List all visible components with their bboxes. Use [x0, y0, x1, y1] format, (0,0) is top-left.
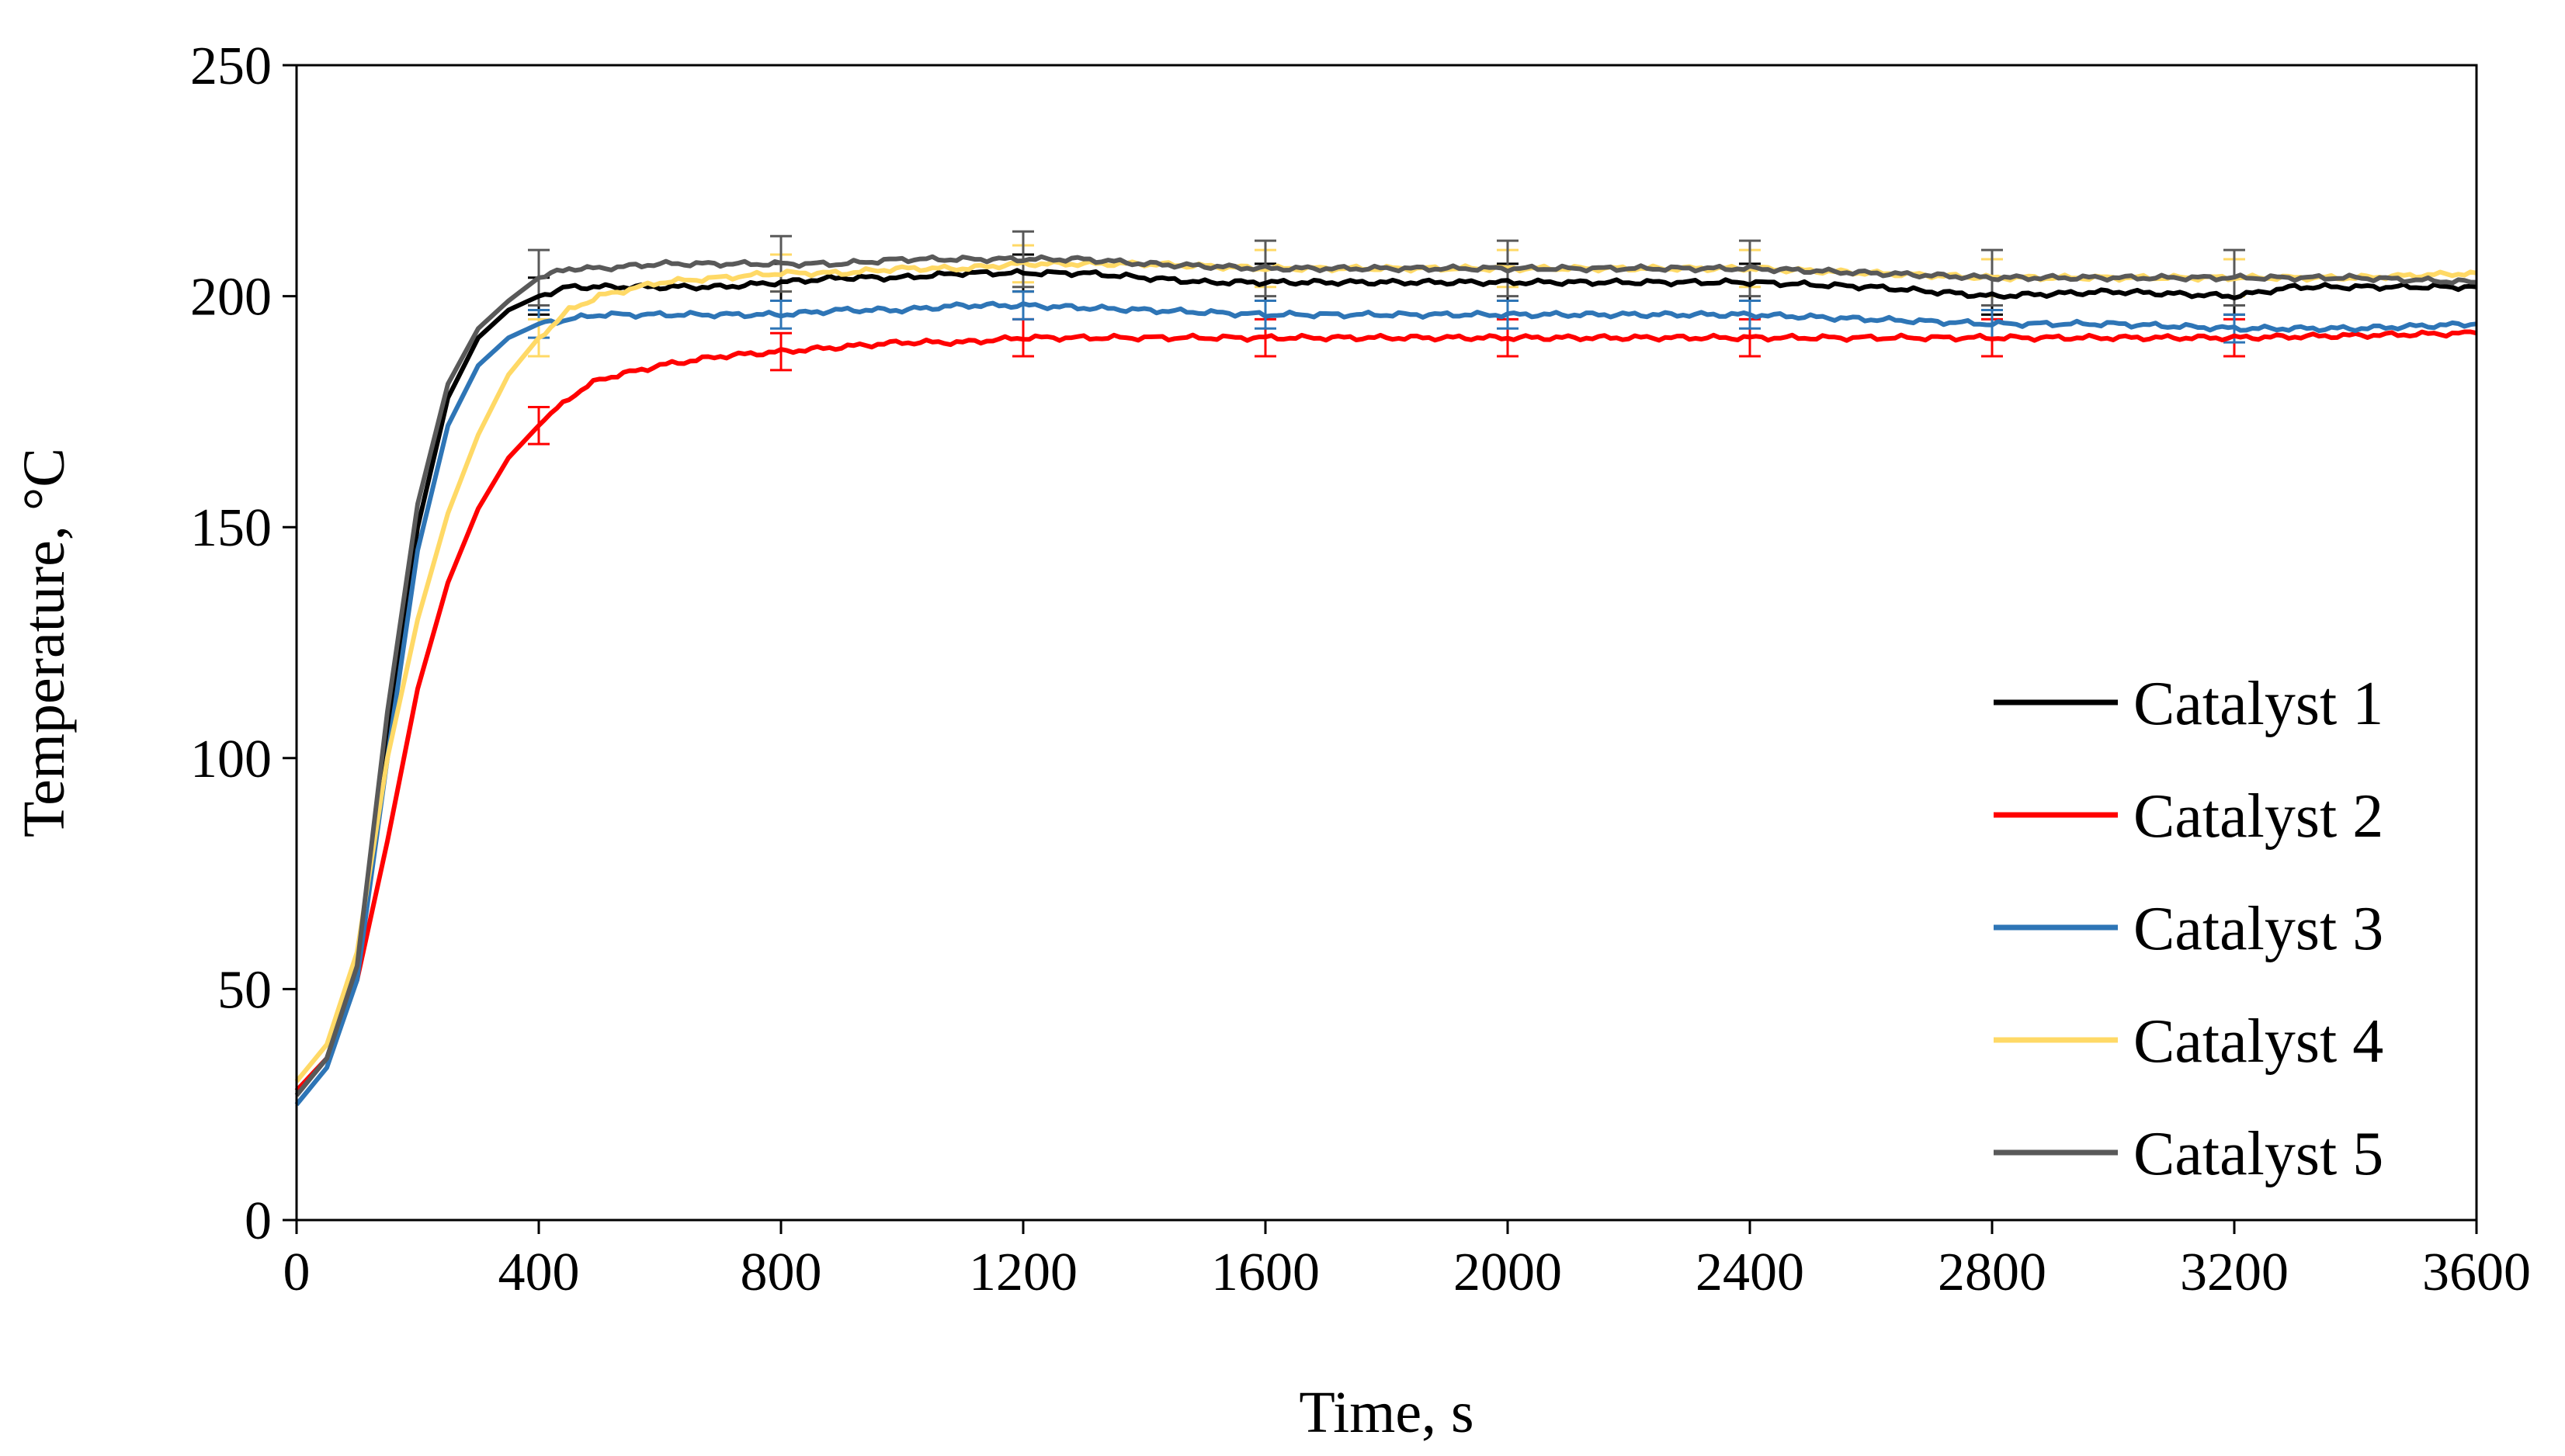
y-tick-label: 200 [190, 268, 272, 328]
series-lines [294, 254, 2477, 1107]
x-tick-label: 2800 [1938, 1243, 2046, 1302]
legend-label: Catalyst 5 [2133, 1120, 2383, 1188]
y-axis: 0 50 100 150 200 250 [190, 36, 297, 1251]
legend-item: Catalyst 2 [1994, 782, 2383, 851]
x-tick-label: 3600 [2422, 1243, 2531, 1302]
y-axis-title: Temperature, °C [12, 448, 77, 837]
x-axis-title: Time, s [1299, 1380, 1473, 1445]
legend-label: Catalyst 3 [2133, 895, 2383, 963]
plot-area-frame [295, 64, 2478, 1222]
y-tick-label: 100 [190, 730, 272, 789]
legend-label: Catalyst 2 [2133, 782, 2383, 851]
x-axis: 0 400 800 1200 1600 2000 2400 2800 3200 3600 [283, 1220, 2531, 1302]
legend-label: Catalyst 1 [2133, 670, 2383, 738]
y-tick-label: 50 [217, 960, 272, 1020]
x-tick-label: 400 [498, 1243, 580, 1302]
x-tick-label: 1200 [969, 1243, 1078, 1302]
y-tick-label: 0 [245, 1191, 272, 1251]
legend: Catalyst 1 Catalyst 2 Catalyst 3 Catalyst 4… [1994, 670, 2383, 1188]
y-tick-label: 150 [190, 498, 272, 558]
series-line-2 [294, 329, 2477, 1093]
legend-item: Catalyst 1 [1994, 670, 2383, 738]
x-tick-label: 3200 [2180, 1243, 2289, 1302]
series-line-3 [294, 300, 2477, 1107]
x-tick-label: 0 [283, 1243, 311, 1302]
legend-item: Catalyst 4 [1994, 1007, 2383, 1076]
x-tick-label: 2000 [1453, 1243, 1562, 1302]
series-line-5 [294, 254, 2477, 1097]
x-tick-label: 800 [741, 1243, 822, 1302]
y-tick-label: 250 [190, 36, 272, 96]
x-tick-label: 2400 [1696, 1243, 1804, 1302]
legend-item: Catalyst 3 [1994, 895, 2383, 963]
x-tick-label: 1600 [1211, 1243, 1320, 1302]
legend-label: Catalyst 4 [2133, 1007, 2383, 1076]
series-line-1 [294, 268, 2477, 1093]
legend-item: Catalyst 5 [1994, 1120, 2383, 1188]
